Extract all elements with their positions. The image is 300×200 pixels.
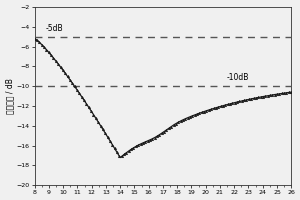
Text: -10dB: -10dB xyxy=(227,73,249,82)
Text: -5dB: -5dB xyxy=(46,24,64,33)
Y-axis label: 反射损耗 / dB: 反射损耗 / dB xyxy=(5,78,14,114)
